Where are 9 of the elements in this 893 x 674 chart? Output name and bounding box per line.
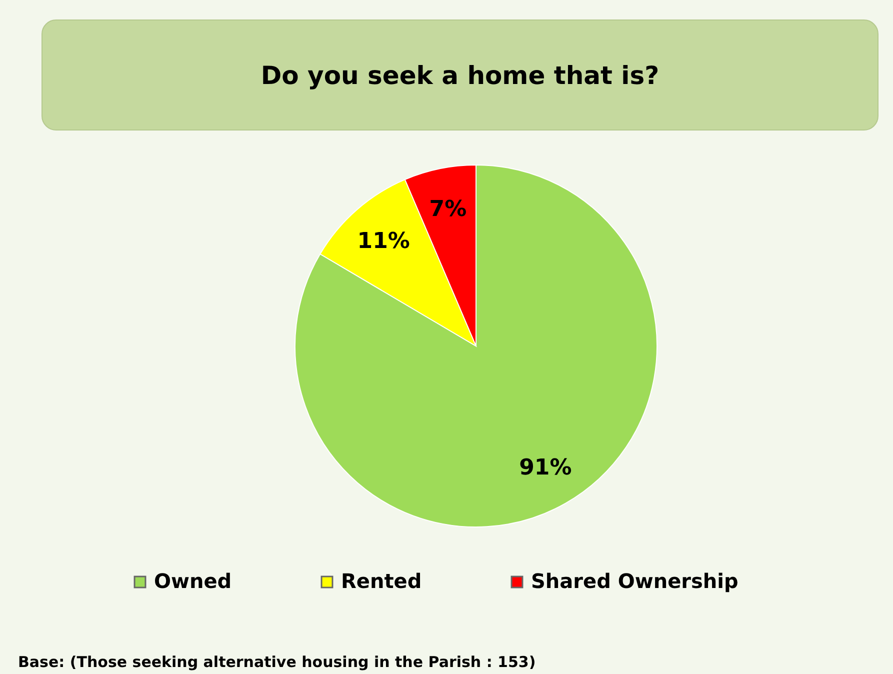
data-label: 91% xyxy=(519,456,572,481)
pie-slice xyxy=(294,164,658,528)
legend-label: Owned xyxy=(154,569,232,593)
chart-title: Do you seek a home that is? xyxy=(260,61,660,90)
legend-label: Rented xyxy=(341,569,422,593)
data-label: 7% xyxy=(429,196,467,222)
data-label: 11% xyxy=(357,228,410,254)
legend-label: Shared Ownership xyxy=(531,569,738,593)
text: Base: (Those seeking alternative housing in the Parish : 153) xyxy=(18,653,536,671)
